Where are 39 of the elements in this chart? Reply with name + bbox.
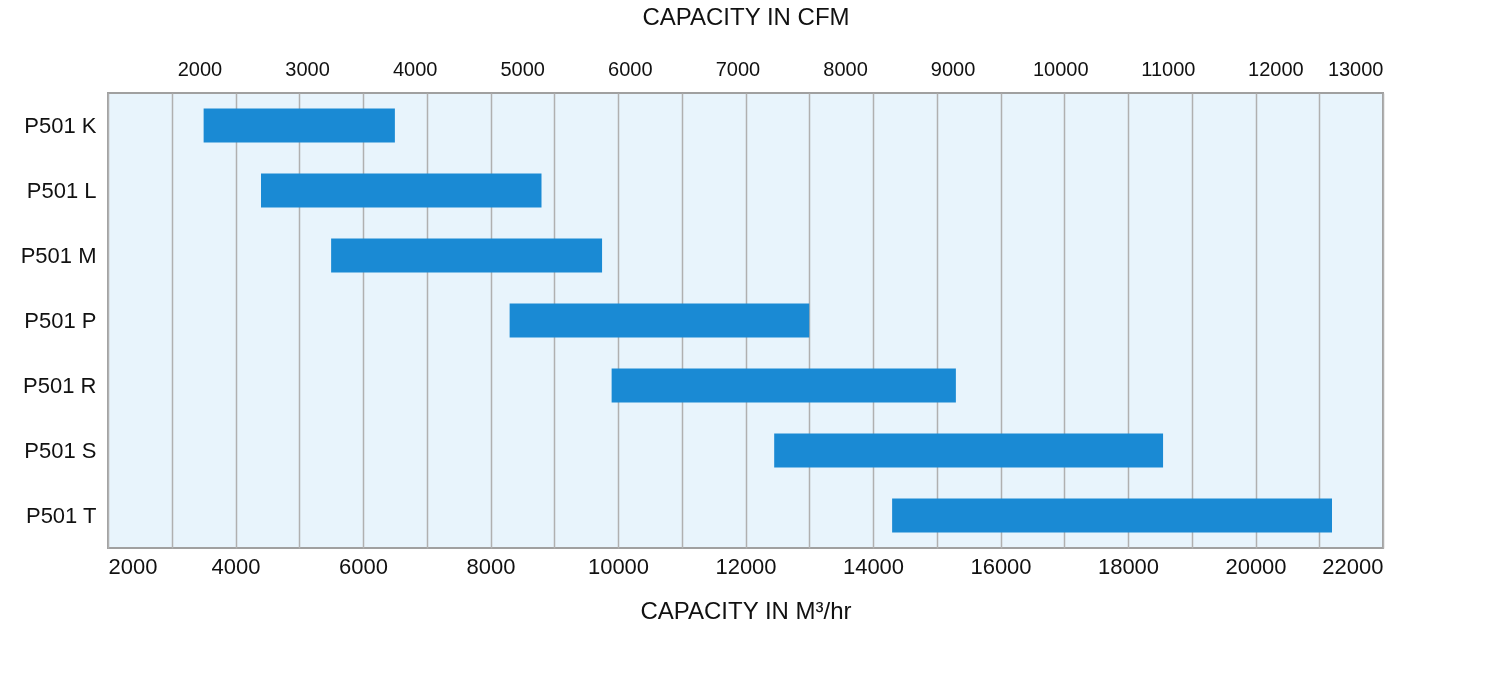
bar <box>611 368 956 403</box>
x-tick-label: 12000 <box>715 553 777 579</box>
x2-tick-label: 3000 <box>285 57 330 80</box>
x2-tick-label: 11000 <box>1141 57 1196 80</box>
x-tick-label: 16000 <box>970 553 1032 579</box>
y-tick-label: P501 M <box>20 242 97 268</box>
y-tick-label: P501 K <box>24 112 97 138</box>
x2-tick-label: 13000 <box>1327 57 1384 80</box>
bar <box>331 238 603 273</box>
x-tick-label: 6000 <box>339 553 388 579</box>
x2-tick-label: 4000 <box>392 57 438 80</box>
x-tick-label: 22000 <box>1322 553 1384 579</box>
x-tick-label: 4000 <box>211 553 261 579</box>
x2-tick-label: 12000 <box>1248 57 1304 80</box>
x-tick-label: 8000 <box>466 553 516 579</box>
bar <box>892 498 1332 533</box>
x2-tick-label: 10000 <box>1032 57 1089 80</box>
x-tick-label: 18000 <box>1097 553 1160 579</box>
x2-axis-title: CAPACITY IN CFM <box>642 2 850 30</box>
y-tick-label: P501 L <box>26 177 97 203</box>
x2-tick-label: 2000 <box>177 57 223 80</box>
x2-tick-label: 9000 <box>930 57 976 80</box>
bar <box>774 433 1164 468</box>
x2-tick-label: 7000 <box>715 57 761 80</box>
y-tick-label: P501 T <box>25 502 97 528</box>
x2-tick-label: 8000 <box>823 57 868 80</box>
bar <box>261 173 542 208</box>
x-tick-label: 14000 <box>842 553 905 579</box>
bar <box>203 108 395 143</box>
x-axis-title: CAPACITY IN M³/hr <box>640 596 852 624</box>
y-tick-label: P501 P <box>24 307 97 333</box>
x-tick-label: 2000 <box>108 553 158 579</box>
x-tick-label: 10000 <box>587 553 650 579</box>
bar <box>509 303 810 338</box>
x2-tick-label: 5000 <box>500 57 545 80</box>
x2-tick-label: 6000 <box>608 57 653 80</box>
y-tick-label: P501 R <box>23 372 97 398</box>
x-tick-label: 20000 <box>1225 553 1287 579</box>
y-tick-label: P501 S <box>24 437 97 463</box>
